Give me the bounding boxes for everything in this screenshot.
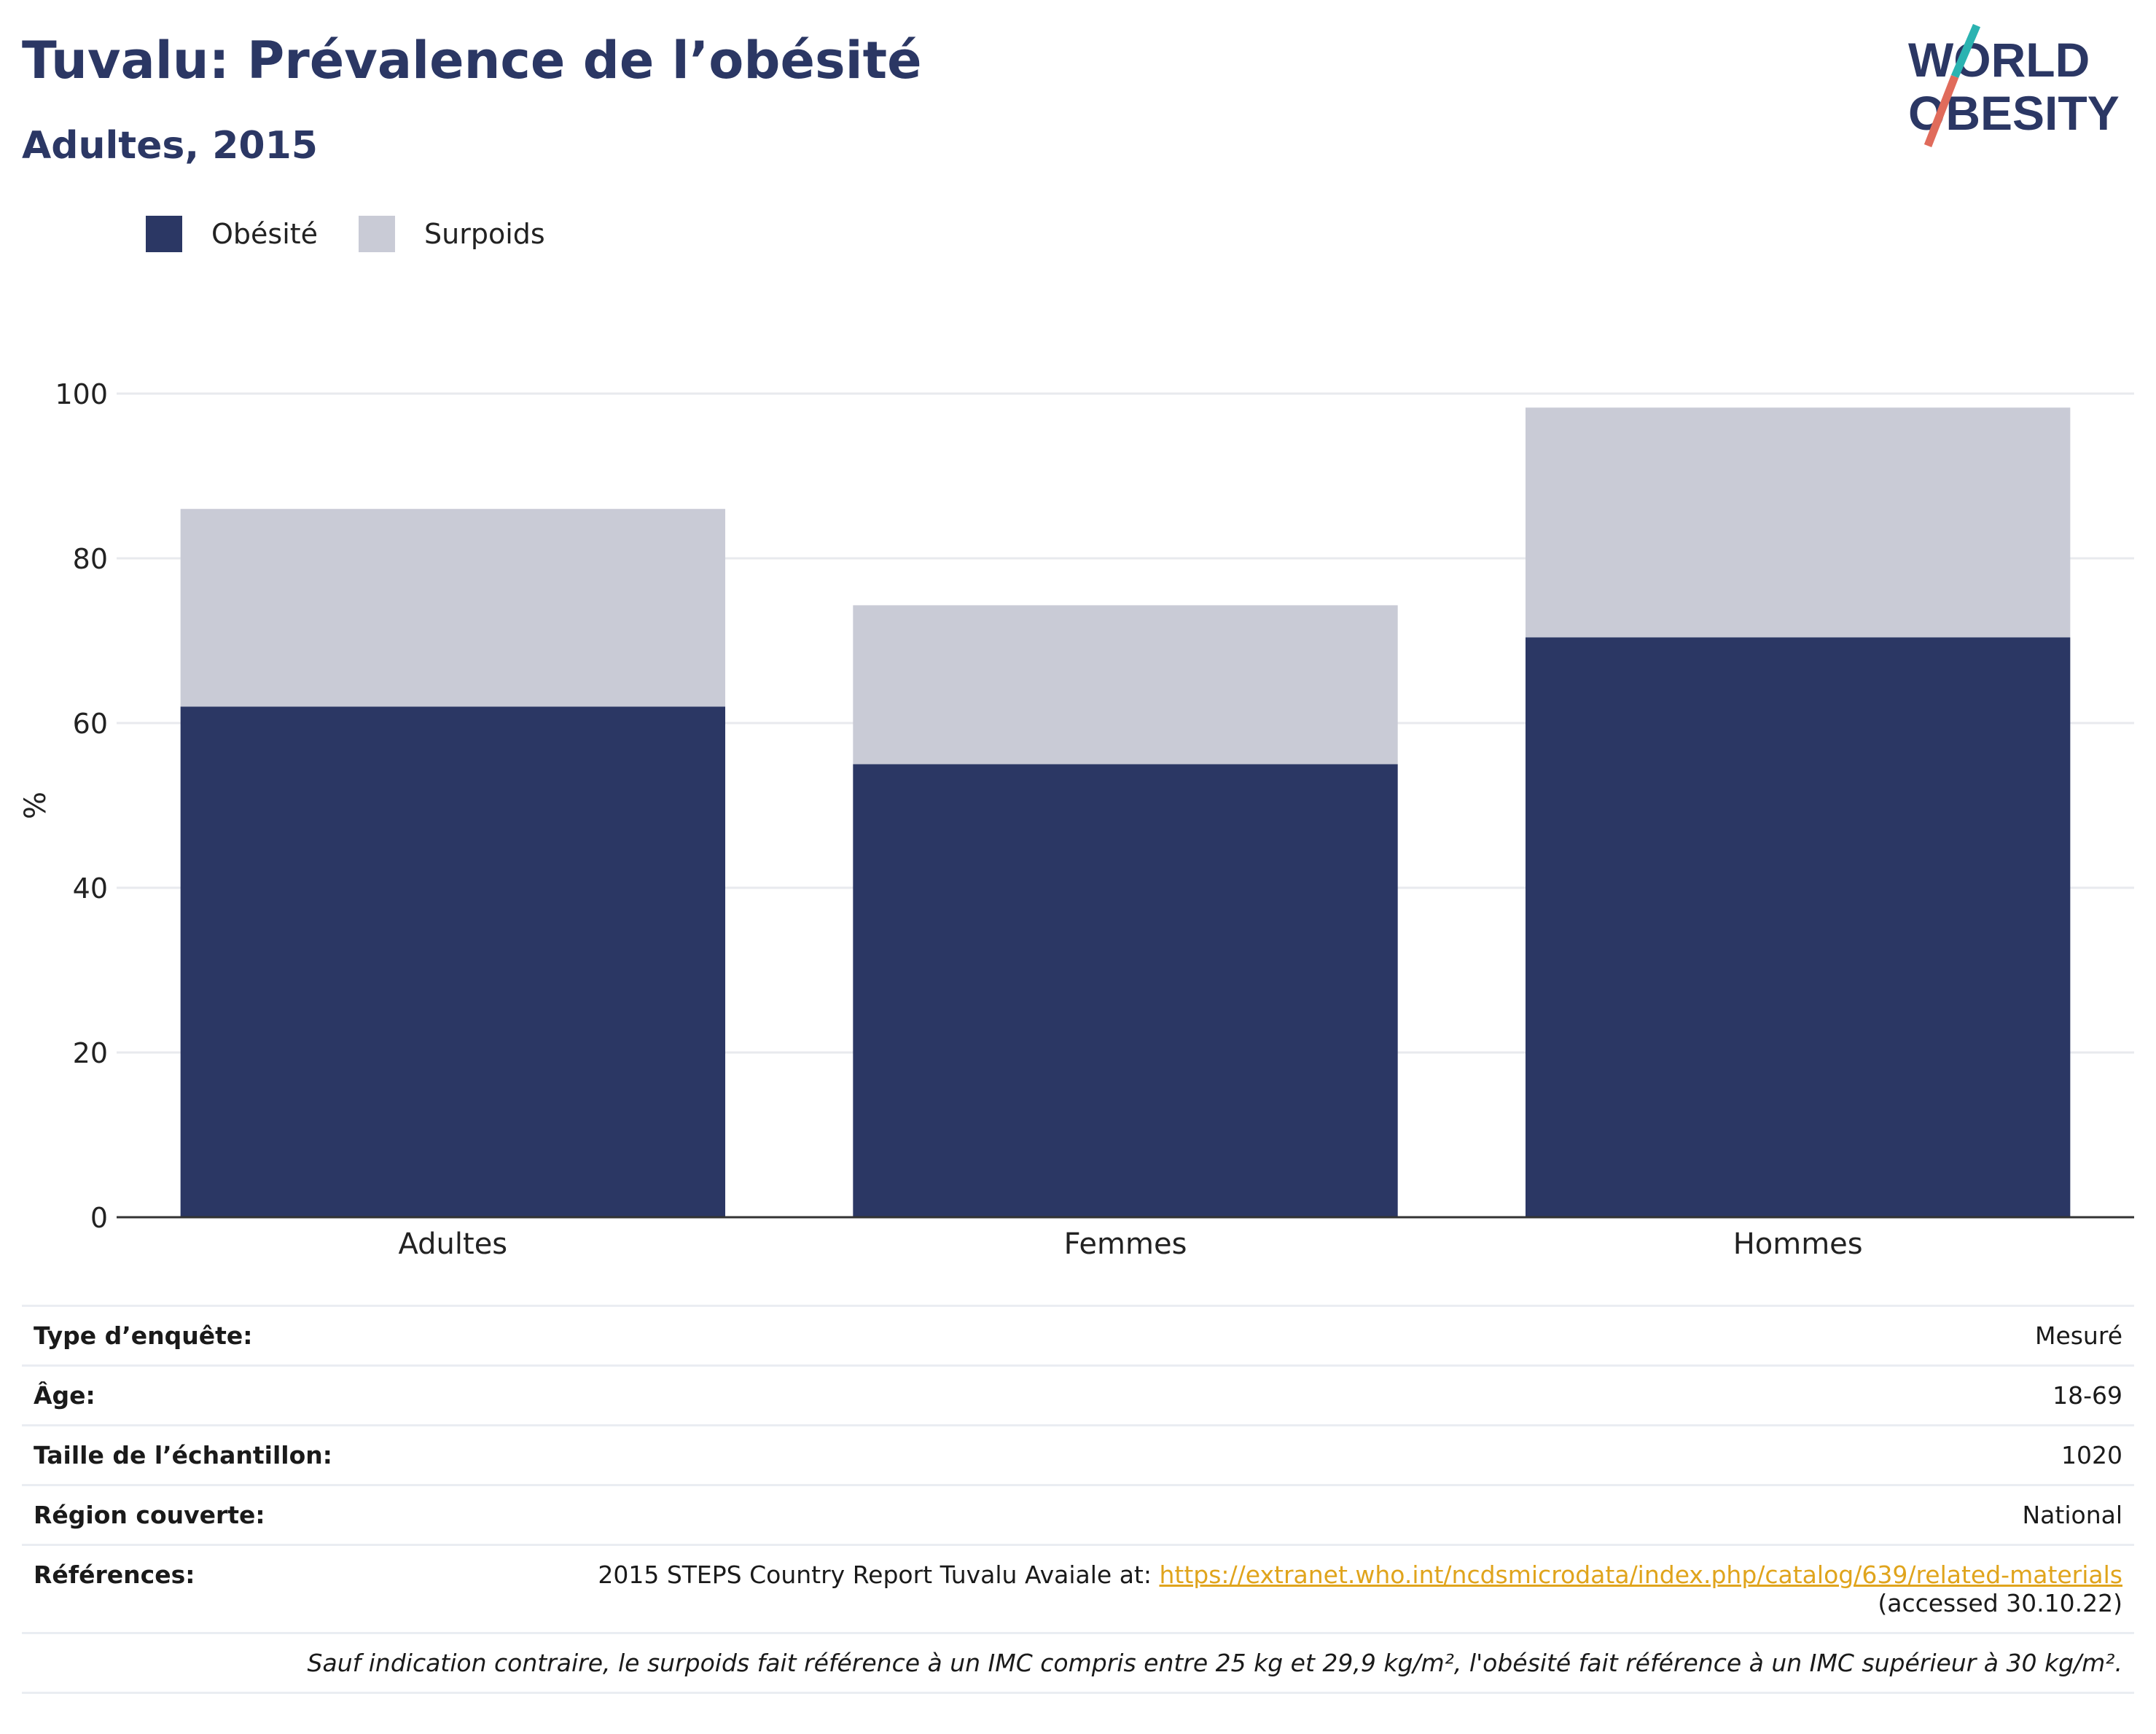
x-tick-label: Adultes [399, 1227, 508, 1261]
info-value-sample-size: 1020 [386, 1424, 2134, 1485]
x-tick-label: Femmes [1064, 1227, 1187, 1261]
info-row-references: Références: 2015 STEPS Country Report Tu… [22, 1544, 2134, 1633]
legend-label-obesity: Obésité [211, 218, 319, 250]
legend-item-obesity[interactable]: Obésité [146, 216, 318, 252]
bar-obesity-hommes [1525, 637, 2071, 1217]
bar-overweight-femmes [853, 605, 1398, 765]
info-row-survey-type: Type d’enquête: Mesuré [22, 1305, 2134, 1366]
info-label-survey-type: Type d’enquête: [22, 1305, 386, 1366]
info-label-sample-size: Taille de l’échantillon: [22, 1424, 386, 1485]
references-accessed: (accessed 30.10.22) [1878, 1589, 2122, 1617]
stacked-bar-chart: 0 20 40 60 80 100% Adultes Femmes Hommes [19, 378, 2134, 1261]
legend-swatch-obesity [146, 216, 182, 252]
info-row-note: Sauf indication contraire, le surpoids f… [22, 1632, 2134, 1694]
y-tick-label: 60 [73, 708, 108, 740]
x-tick-label: Hommes [1733, 1227, 1863, 1261]
y-tick-label: 100 [55, 378, 108, 410]
chart-subtitle: Adultes, 2015 [22, 124, 318, 168]
info-row-sample-size: Taille de l’échantillon: 1020 [22, 1424, 2134, 1485]
info-row-region: Région couverte: National [22, 1484, 2134, 1545]
legend-swatch-overweight [359, 216, 396, 252]
info-value-references: 2015 STEPS Country Report Tuvalu Avaiale… [386, 1544, 2134, 1633]
definition-note: Sauf indication contraire, le surpoids f… [22, 1632, 2134, 1694]
info-value-age: 18-69 [386, 1364, 2134, 1426]
svg-text:WORLD: WORLD [1908, 33, 2090, 87]
info-label-references: Références: [22, 1544, 386, 1633]
bar-overweight-hommes [1525, 407, 2071, 638]
info-value-survey-type: Mesuré [386, 1305, 2134, 1366]
y-tick-label: 80 [73, 543, 108, 575]
info-value-region: National [386, 1484, 2134, 1545]
info-row-age: Âge: 18-69 [22, 1364, 2134, 1426]
references-text: 2015 STEPS Country Report Tuvalu Avaiale… [598, 1561, 1160, 1589]
chart-title: Tuvalu: Prévalence de l’obésité [22, 31, 922, 90]
legend-label-overweight: Surpoids [424, 218, 545, 250]
y-tick-label: 0 [90, 1202, 108, 1234]
y-tick-label: 40 [73, 872, 108, 905]
info-label-region: Région couverte: [22, 1484, 386, 1545]
bar-obesity-femmes [853, 764, 1398, 1217]
bar-overweight-adultes [180, 509, 726, 707]
chart-legend: Obésité Surpoids [146, 216, 586, 252]
references-link[interactable]: https://extranet.who.int/ncdsmicrodata/i… [1159, 1561, 2122, 1589]
world-obesity-logo: WORLD OBESITY [1908, 23, 2120, 147]
survey-info-table: Type d’enquête: Mesuré Âge: 18-69 Taille… [22, 1305, 2134, 1694]
y-axis-label: % [19, 792, 52, 819]
legend-item-overweight[interactable]: Surpoids [359, 216, 545, 252]
y-tick-label: 20 [73, 1037, 108, 1069]
info-label-age: Âge: [22, 1364, 386, 1426]
bar-obesity-adultes [180, 706, 726, 1217]
